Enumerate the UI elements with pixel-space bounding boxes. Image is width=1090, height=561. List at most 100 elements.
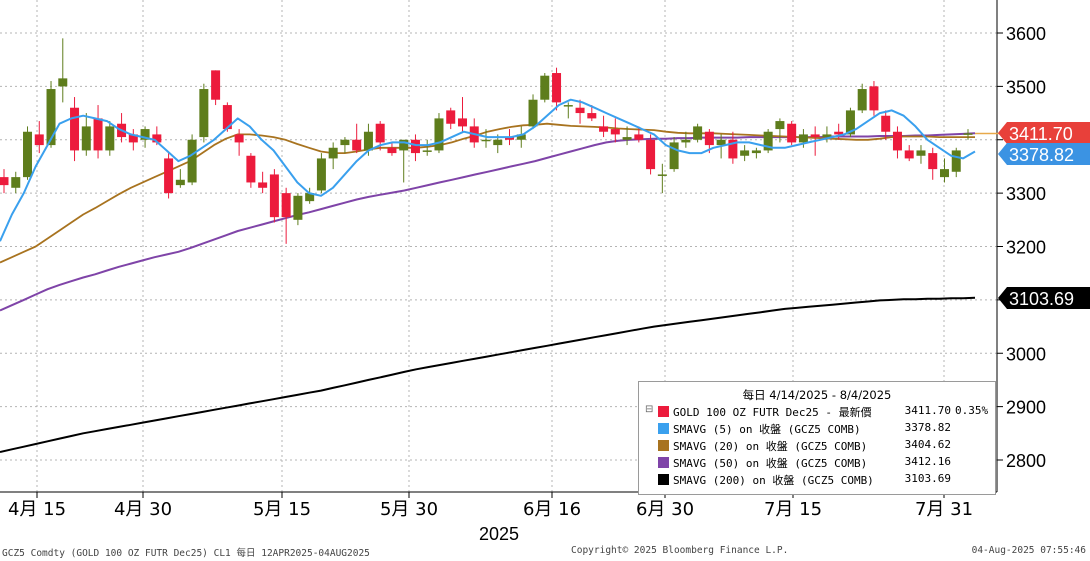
candle — [798, 129, 808, 148]
candle — [622, 126, 632, 146]
candle — [199, 83, 209, 143]
x-tick-label: 6月 16 — [523, 499, 581, 520]
candle — [316, 153, 326, 194]
legend-row: SMAVG (5) on 收盤 (GCZ5 COMB) 3378.82 — [639, 420, 995, 437]
candle — [928, 147, 938, 180]
legend-label: SMAVG (200) on 收盤 (GCZ5 COMB) — [673, 474, 874, 487]
x-tick-label: 7月 31 — [915, 499, 973, 520]
candle — [963, 129, 973, 140]
price-tag: 3411.70 — [998, 122, 1090, 144]
candle — [587, 105, 597, 122]
x-axis-year: 2025 — [479, 524, 519, 544]
legend-label: GOLD 100 OZ FUTR Dec25 - 最新價 — [673, 406, 872, 419]
legend-swatch — [658, 474, 669, 485]
y-tick-label: 3600 — [1006, 24, 1046, 44]
legend-row: SMAVG (20) on 收盤 (GCZ5 COMB) 3404.62 — [639, 437, 995, 454]
candle — [175, 169, 185, 188]
candle — [434, 113, 444, 154]
legend-box: 每日 4/14/2025 - 8/4/2025 ⊟ GOLD 100 OZ FUT… — [638, 381, 996, 495]
candle — [11, 171, 21, 194]
candle — [681, 131, 691, 148]
legend-value: 3103.69 — [904, 472, 951, 485]
candle — [540, 73, 550, 103]
candle — [211, 70, 221, 106]
candle — [399, 139, 409, 183]
x-tick-label: 4月 15 — [8, 499, 66, 520]
candle — [446, 107, 456, 130]
candle — [869, 81, 879, 116]
candle — [58, 38, 68, 103]
candle — [457, 97, 467, 132]
candle — [293, 193, 303, 226]
candle — [528, 94, 538, 130]
legend-swatch — [658, 423, 669, 434]
candle — [516, 126, 526, 148]
candle — [693, 123, 703, 143]
candle — [657, 163, 667, 194]
sma5-series — [0, 98, 976, 242]
x-tick-label: 4月 30 — [114, 499, 172, 520]
legend-change: 0.35% — [955, 404, 989, 417]
legend-swatch — [658, 440, 669, 451]
candle — [834, 123, 844, 140]
y-tick-label: 3300 — [1006, 184, 1046, 204]
sma200-line — [0, 296, 976, 453]
candle — [575, 99, 585, 124]
price-tag: 3378.82 — [998, 143, 1090, 165]
candle — [857, 83, 867, 114]
candle — [822, 126, 832, 143]
sma5-line — [0, 98, 976, 242]
x-tick-label: 6月 30 — [636, 499, 694, 520]
candles — [0, 38, 973, 244]
legend-label: SMAVG (5) on 收盤 (GCZ5 COMB) — [673, 423, 861, 436]
candle — [34, 121, 44, 154]
sma20-series — [0, 122, 975, 264]
candle — [46, 81, 56, 148]
candle — [563, 102, 573, 119]
candle — [410, 134, 420, 162]
legend-label: SMAVG (50) on 收盤 (GCZ5 COMB) — [673, 457, 868, 470]
candle — [281, 187, 291, 244]
collapse-icon[interactable]: ⊟ — [645, 404, 654, 415]
legend-value: 3412.16 — [904, 455, 951, 468]
candle — [881, 110, 891, 140]
legend-value: 3404.62 — [904, 438, 951, 451]
y-tick-label: 3500 — [1006, 77, 1046, 97]
y-tick-label: 3200 — [1006, 238, 1046, 258]
legend-title: 每日 4/14/2025 - 8/4/2025 — [742, 388, 892, 402]
candle — [916, 145, 926, 164]
y-tick-label: 3000 — [1006, 344, 1046, 364]
candle — [0, 169, 9, 194]
legend-row: SMAVG (200) on 收盤 (GCZ5 COMB) 3103.69 — [639, 471, 995, 488]
svg-text:3411.70: 3411.70 — [1009, 124, 1073, 144]
candle — [387, 142, 397, 156]
y-tick-label: 2900 — [1006, 398, 1046, 418]
footer-ticker: GCZ5 Comdty (GOLD 100 OZ FUTR Dec25) CL1… — [2, 548, 370, 559]
candle — [751, 147, 761, 159]
svg-text:3378.82: 3378.82 — [1009, 145, 1074, 165]
candle — [128, 129, 138, 151]
candle — [305, 187, 315, 204]
candle — [93, 105, 103, 159]
candle — [646, 134, 656, 175]
candle — [669, 137, 679, 172]
candle — [422, 139, 432, 156]
candle — [246, 153, 256, 188]
candle — [481, 129, 491, 148]
sma20-line — [0, 122, 975, 264]
legend-swatch — [658, 457, 669, 468]
footer-copyright: Copyright© 2025 Bloomberg Finance L.P. — [571, 545, 789, 556]
legend-row: SMAVG (50) on 收盤 (GCZ5 COMB) 3412.16 — [639, 454, 995, 471]
candle — [105, 121, 115, 156]
candle — [904, 145, 914, 162]
legend-row: ⊟ GOLD 100 OZ FUTR Dec25 - 最新價 3411.70 0.35… — [639, 403, 995, 420]
price-tag: 3103.69 — [998, 287, 1090, 309]
candle — [234, 129, 244, 156]
legend-swatch — [658, 406, 669, 417]
candle — [634, 126, 644, 143]
candle — [258, 171, 268, 194]
candle — [740, 145, 750, 162]
candle — [787, 121, 797, 146]
candle — [775, 118, 785, 143]
